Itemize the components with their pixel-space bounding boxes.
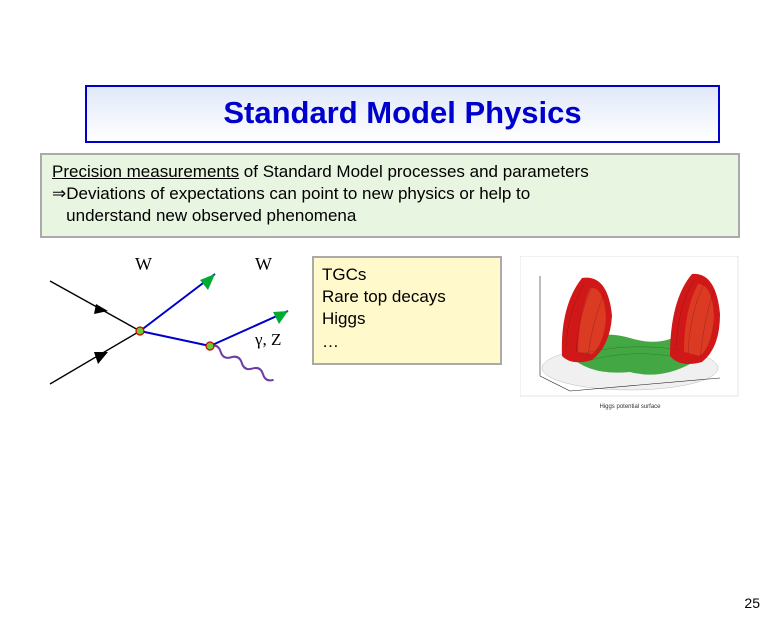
desc-rest1: of Standard Model processes and paramete… (239, 162, 589, 181)
feynman-label-gz: γ, Z (255, 330, 281, 350)
implies-arrow: ⇒ (52, 184, 66, 203)
feynman-diagram: W W γ, Z (40, 256, 300, 406)
content-row: W W γ, Z TGCs Rare top decays Higgs … (40, 256, 740, 406)
feynman-label-w2: W (255, 254, 272, 275)
potential-surface-3d: Higgs potential surface (520, 256, 740, 406)
feynman-label-w1: W (135, 254, 152, 275)
topic-item: TGCs (322, 264, 492, 286)
desc-line2b: understand new observed phenomena (66, 206, 356, 225)
title-bar: Standard Model Physics (85, 85, 720, 143)
topic-item: Rare top decays (322, 286, 492, 308)
desc-line2a: Deviations of expectations can point to … (66, 184, 530, 203)
desc-underlined: Precision measurements (52, 162, 239, 181)
topic-item: … (322, 331, 492, 353)
svg-text:Higgs potential surface: Higgs potential surface (599, 404, 661, 410)
topics-box: TGCs Rare top decays Higgs … (312, 256, 502, 364)
surface-svg: Higgs potential surface (520, 256, 740, 411)
page-number: 25 (744, 595, 760, 611)
description-box: Precision measurements of Standard Model… (40, 153, 740, 238)
page-title: Standard Model Physics (223, 95, 581, 130)
topic-item: Higgs (322, 308, 492, 330)
